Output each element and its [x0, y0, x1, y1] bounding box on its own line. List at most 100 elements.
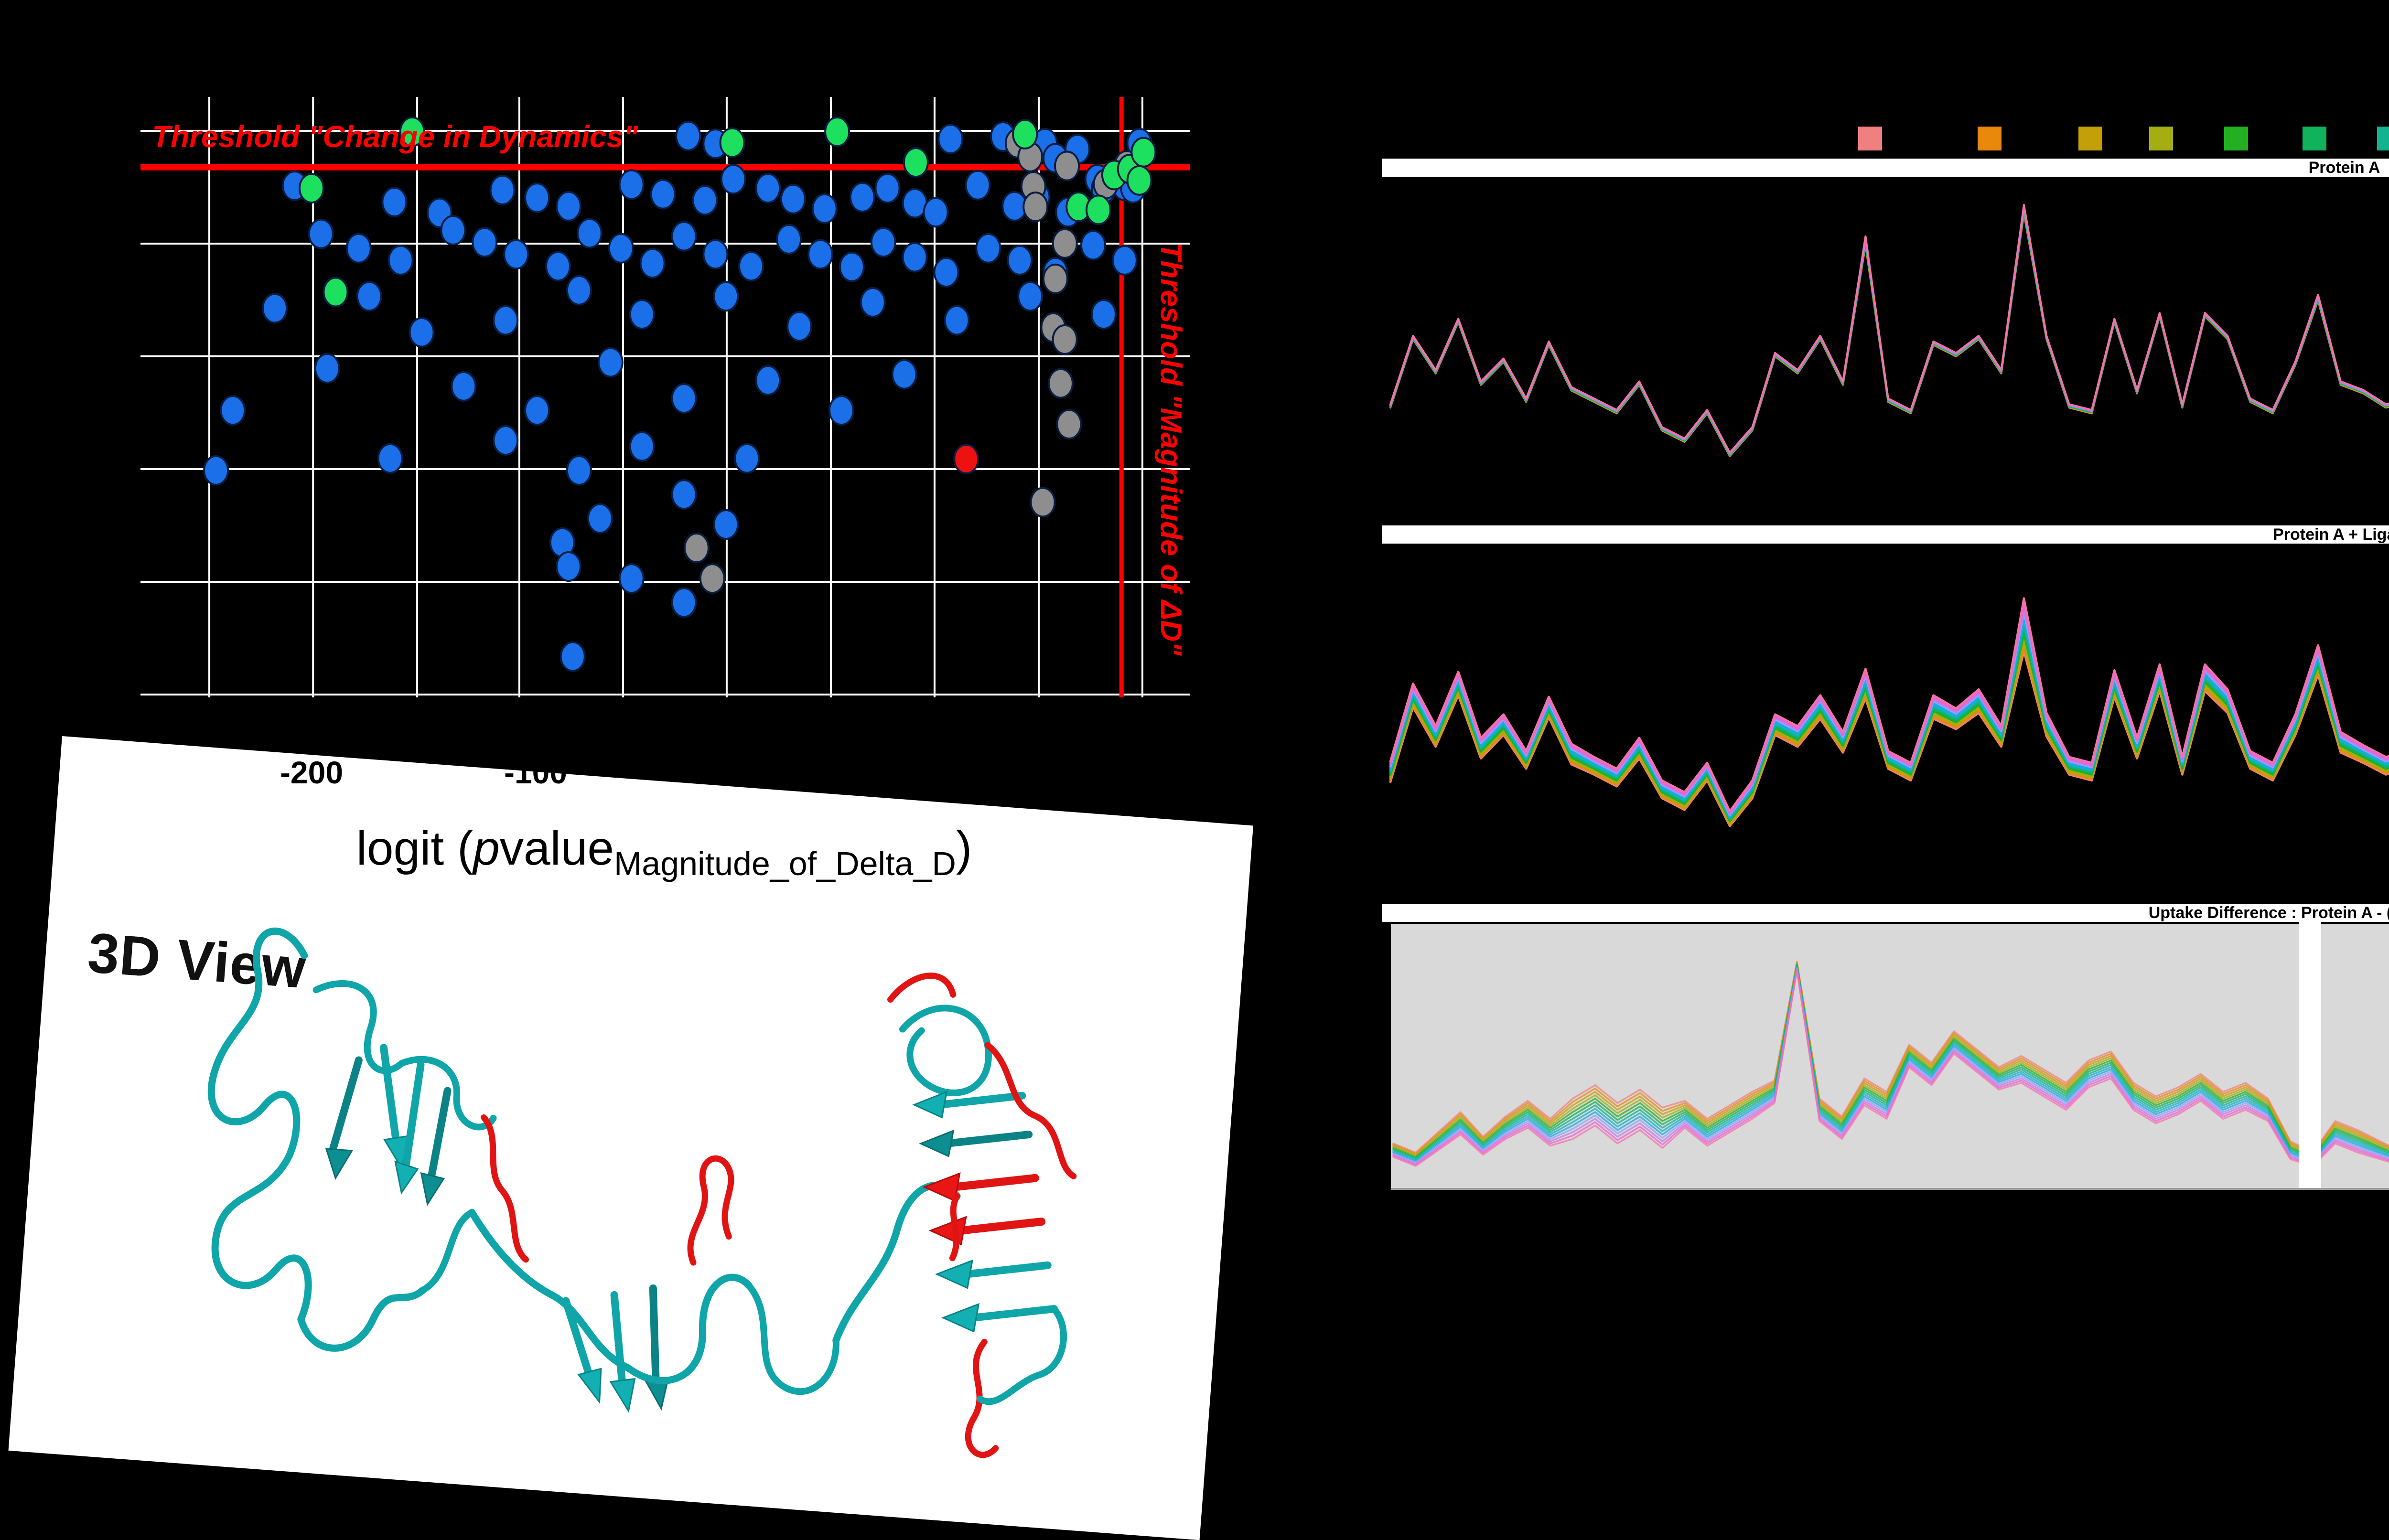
scatter-point-blue[interactable]	[524, 182, 550, 214]
scatter-point-blue[interactable]	[849, 182, 875, 213]
legend-swatch-timepoint-2[interactable]	[1978, 127, 2002, 150]
chart-protein-a[interactable]	[1388, 178, 2389, 512]
scatter-point-blue[interactable]	[734, 443, 760, 474]
scatter-point-blue[interactable]	[671, 383, 697, 414]
scatter-point-blue[interactable]	[387, 245, 414, 276]
scatter-point-gray[interactable]	[1052, 324, 1078, 355]
legend-swatch-timepoint-6[interactable]	[2303, 127, 2326, 150]
scatter-point-blue[interactable]	[314, 353, 340, 384]
scatter-point-blue[interactable]	[811, 193, 838, 224]
scatter-point-green[interactable]	[824, 116, 850, 147]
scatter-point-blue[interactable]	[1080, 230, 1106, 261]
scatter-point-blue[interactable]	[545, 251, 571, 282]
scatter-point-green[interactable]	[1126, 165, 1152, 196]
scatter-point-blue[interactable]	[923, 197, 949, 228]
scatter-point-green[interactable]	[1012, 118, 1038, 150]
scatter-point-blue[interactable]	[671, 587, 697, 618]
scatter-point-blue[interactable]	[381, 186, 408, 217]
scatter-point-blue[interactable]	[1017, 281, 1044, 312]
scatter-point-blue[interactable]	[944, 305, 970, 336]
scatter-point-gray[interactable]	[1042, 263, 1068, 294]
scatter-point-blue[interactable]	[440, 215, 466, 246]
scatter-point-blue[interactable]	[356, 281, 382, 312]
scatter-point-blue[interactable]	[629, 299, 655, 330]
scatter-point-blue[interactable]	[713, 509, 739, 540]
scatter-point-gray[interactable]	[1052, 228, 1078, 259]
scatter-point-green[interactable]	[719, 127, 745, 158]
scatter-point-blue[interactable]	[828, 395, 854, 426]
scatter-point-blue[interactable]	[755, 365, 781, 396]
scatter-point-blue[interactable]	[780, 183, 806, 214]
scatter-point-gray[interactable]	[699, 563, 725, 594]
scatter-point-blue[interactable]	[874, 173, 901, 204]
scatter-point-blue[interactable]	[965, 170, 991, 201]
scatter-point-blue[interactable]	[618, 563, 645, 594]
scatter-point-blue[interactable]	[720, 164, 746, 195]
scatter-point-gray[interactable]	[1030, 487, 1056, 518]
scatter-point-blue[interactable]	[524, 395, 550, 426]
scatter-point-gray[interactable]	[1056, 409, 1082, 440]
scatter-point-green[interactable]	[903, 147, 929, 178]
scatter-point-blue[interactable]	[937, 123, 964, 154]
scatter-point-blue[interactable]	[220, 395, 246, 426]
scatter-point-blue[interactable]	[493, 425, 519, 456]
chart-uptake-difference[interactable]	[1391, 922, 2389, 1188]
legend-swatch-timepoint-7[interactable]	[2377, 127, 2389, 150]
scatter-point-blue[interactable]	[345, 233, 372, 264]
scatter-point-blue[interactable]	[566, 455, 592, 486]
scatter-point-blue[interactable]	[377, 443, 403, 474]
legend-swatch-timepoint-3[interactable]	[2078, 127, 2102, 150]
protein-ribbon-image[interactable]	[124, 888, 1147, 1514]
scatter-point-blue[interactable]	[702, 239, 729, 270]
legend-swatch-timepoint-5[interactable]	[2224, 127, 2248, 150]
scatter-point-blue[interactable]	[1111, 245, 1138, 276]
scatter-point-blue[interactable]	[618, 169, 645, 200]
scatter-point-blue[interactable]	[576, 218, 603, 249]
scatter-point-blue[interactable]	[639, 248, 666, 279]
scatter-point-blue[interactable]	[891, 359, 917, 390]
scatter-point-blue[interactable]	[503, 239, 529, 270]
scatter-point-blue[interactable]	[839, 251, 865, 282]
scatter-point-blue[interactable]	[451, 371, 477, 402]
scatter-point-blue[interactable]	[566, 275, 592, 306]
scatter-point-blue[interactable]	[807, 239, 834, 270]
scatter-point-blue[interactable]	[776, 224, 802, 255]
scatter-point-blue[interactable]	[738, 251, 764, 282]
scatter-point-blue[interactable]	[555, 191, 581, 222]
scatter-point-blue[interactable]	[671, 221, 697, 252]
scatter-point-blue[interactable]	[675, 120, 701, 151]
scatter-point-gray[interactable]	[683, 533, 710, 564]
scatter-point-blue[interactable]	[902, 242, 928, 273]
scatter-point-red[interactable]	[953, 443, 979, 474]
scatter-point-blue[interactable]	[409, 317, 435, 348]
scatter-point-green[interactable]	[1130, 137, 1157, 168]
scatter-point-blue[interactable]	[713, 281, 739, 312]
scatter-point-blue[interactable]	[870, 227, 896, 258]
scatter-point-blue[interactable]	[203, 455, 229, 486]
scatter-point-blue[interactable]	[650, 179, 676, 210]
scatter-point-blue[interactable]	[308, 218, 334, 249]
scatter-point-blue[interactable]	[1007, 245, 1033, 276]
scatter-point-blue[interactable]	[489, 174, 516, 205]
scatter-point-green[interactable]	[399, 116, 425, 147]
scatter-point-blue[interactable]	[560, 641, 586, 672]
scatter-point-blue[interactable]	[587, 503, 613, 534]
scatter-point-blue[interactable]	[493, 305, 519, 336]
legend-swatch-timepoint-1[interactable]	[1858, 127, 1882, 150]
legend-swatch-timepoint-4[interactable]	[2149, 127, 2173, 150]
scatter-point-blue[interactable]	[555, 551, 581, 582]
scatter-point-green[interactable]	[298, 173, 324, 204]
scatter-point-gray[interactable]	[1054, 150, 1080, 182]
scatter-point-blue[interactable]	[472, 227, 498, 258]
chart-protein-a-ligand[interactable]	[1388, 545, 2389, 879]
scatter-point-blue[interactable]	[608, 233, 634, 264]
scatter-point-blue[interactable]	[786, 311, 813, 342]
scatter-point-blue[interactable]	[597, 347, 624, 378]
scatter-point-gray[interactable]	[1022, 192, 1049, 223]
scatter-point-blue[interactable]	[933, 257, 959, 288]
scatter-point-blue[interactable]	[755, 173, 781, 204]
scatter-point-blue[interactable]	[975, 233, 1001, 264]
scatter-point-blue[interactable]	[692, 185, 718, 216]
scatter-point-gray[interactable]	[1047, 368, 1074, 399]
scatter-point-blue[interactable]	[1090, 299, 1117, 330]
